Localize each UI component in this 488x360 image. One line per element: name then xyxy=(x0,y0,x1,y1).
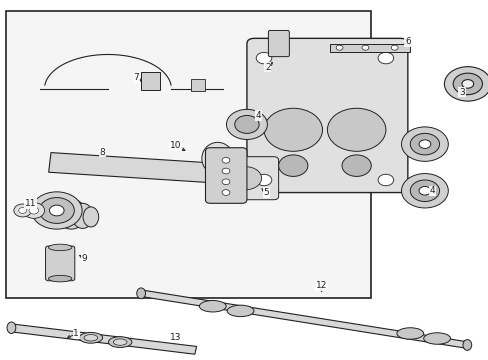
Circle shape xyxy=(418,186,430,195)
Ellipse shape xyxy=(48,244,72,251)
Polygon shape xyxy=(10,324,196,354)
Text: 4: 4 xyxy=(255,111,261,120)
Text: 13: 13 xyxy=(169,333,181,342)
Circle shape xyxy=(226,109,267,139)
Text: 12: 12 xyxy=(315,281,326,290)
Circle shape xyxy=(409,134,439,155)
Circle shape xyxy=(234,116,259,134)
Ellipse shape xyxy=(7,322,16,333)
Polygon shape xyxy=(48,153,235,184)
Circle shape xyxy=(278,155,307,176)
Ellipse shape xyxy=(84,334,98,341)
Text: 10: 10 xyxy=(169,141,181,150)
Ellipse shape xyxy=(72,203,93,228)
Text: 7: 7 xyxy=(133,73,139,82)
FancyBboxPatch shape xyxy=(190,78,204,91)
Text: 3: 3 xyxy=(458,87,464,96)
Circle shape xyxy=(256,52,271,64)
Circle shape xyxy=(222,190,229,195)
Text: 5: 5 xyxy=(263,188,269,197)
Text: 8: 8 xyxy=(99,148,105,157)
Ellipse shape xyxy=(83,207,99,227)
Circle shape xyxy=(461,80,473,88)
Circle shape xyxy=(230,167,261,190)
FancyBboxPatch shape xyxy=(268,31,289,57)
Circle shape xyxy=(222,168,229,174)
Ellipse shape xyxy=(396,328,423,339)
Text: 6: 6 xyxy=(404,37,410,46)
Ellipse shape xyxy=(199,301,226,312)
Ellipse shape xyxy=(137,288,145,299)
FancyBboxPatch shape xyxy=(45,246,75,281)
Polygon shape xyxy=(139,290,467,348)
Ellipse shape xyxy=(79,332,102,343)
Circle shape xyxy=(335,45,342,50)
FancyBboxPatch shape xyxy=(212,157,278,200)
Circle shape xyxy=(222,157,229,163)
Circle shape xyxy=(444,67,488,101)
Circle shape xyxy=(452,73,482,95)
Circle shape xyxy=(327,108,385,151)
FancyBboxPatch shape xyxy=(205,148,246,203)
Circle shape xyxy=(409,180,439,202)
Circle shape xyxy=(377,52,393,64)
Circle shape xyxy=(390,45,397,50)
Text: 9: 9 xyxy=(81,254,87,263)
Ellipse shape xyxy=(423,333,449,344)
Text: 4: 4 xyxy=(428,186,434,195)
Ellipse shape xyxy=(57,199,86,229)
Circle shape xyxy=(361,45,368,50)
Ellipse shape xyxy=(208,149,226,168)
Ellipse shape xyxy=(202,142,233,175)
Circle shape xyxy=(341,155,370,176)
Text: 2: 2 xyxy=(264,63,270,72)
Text: 11: 11 xyxy=(25,199,37,208)
Circle shape xyxy=(256,174,271,186)
Text: 1: 1 xyxy=(73,329,79,338)
Ellipse shape xyxy=(48,275,72,282)
Ellipse shape xyxy=(108,337,132,347)
Circle shape xyxy=(377,174,393,186)
Circle shape xyxy=(29,207,39,214)
Circle shape xyxy=(401,127,447,161)
Circle shape xyxy=(49,205,64,216)
Circle shape xyxy=(19,208,26,213)
FancyBboxPatch shape xyxy=(246,39,407,193)
Circle shape xyxy=(222,179,229,185)
Ellipse shape xyxy=(227,305,253,317)
Circle shape xyxy=(14,204,31,217)
FancyBboxPatch shape xyxy=(141,72,159,90)
Circle shape xyxy=(39,198,74,224)
Circle shape xyxy=(23,203,44,219)
Circle shape xyxy=(401,174,447,208)
Ellipse shape xyxy=(462,339,471,350)
Bar xyxy=(329,44,409,51)
Bar xyxy=(5,12,370,298)
Ellipse shape xyxy=(113,339,127,345)
Circle shape xyxy=(264,108,322,151)
Circle shape xyxy=(31,192,82,229)
Circle shape xyxy=(418,140,430,148)
